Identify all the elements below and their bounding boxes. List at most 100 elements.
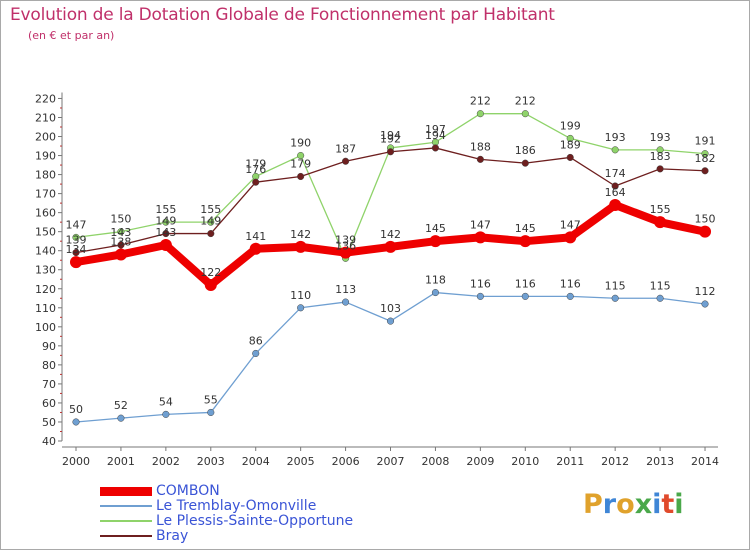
data-label-le-tremblay-omonville: 50 <box>69 403 83 416</box>
x-tick-label: 2012 <box>601 455 629 468</box>
data-label-le-plessis-sainte-opportune: 193 <box>650 131 671 144</box>
legend-label: Le Plessis-Sainte-Opportune <box>156 513 354 529</box>
data-point-bray <box>656 165 664 173</box>
x-tick-label: 2000 <box>62 455 90 468</box>
data-point-le-tremblay-omonville <box>386 317 395 325</box>
data-point-bray <box>476 155 484 163</box>
data-point-combon <box>204 278 217 291</box>
data-point-le-plessis-sainte-opportune <box>656 146 664 154</box>
x-tick-label: 2007 <box>377 455 405 468</box>
y-tick-label: 100 <box>35 321 56 334</box>
x-tick-label: 2008 <box>421 455 449 468</box>
data-point-le-plessis-sainte-opportune <box>476 110 484 118</box>
data-point-le-tremblay-omonville <box>611 294 619 302</box>
data-point-le-plessis-sainte-opportune <box>117 228 125 236</box>
data-label-combon: 147 <box>470 218 491 231</box>
data-label-combon: 147 <box>560 218 581 231</box>
data-label-bray: 139 <box>66 234 87 247</box>
data-point-le-plessis-sainte-opportune <box>611 146 619 154</box>
y-tick-label: 60 <box>42 397 56 410</box>
y-tick-label: 220 <box>35 92 56 105</box>
x-tick-label: 2005 <box>287 455 315 468</box>
x-tick-label: 2014 <box>691 455 719 468</box>
data-point-bray <box>117 241 125 249</box>
data-point-le-tremblay-omonville <box>521 292 529 300</box>
data-point-le-tremblay-omonville <box>701 300 709 308</box>
data-label-bray: 192 <box>380 133 401 146</box>
data-label-combon: 138 <box>110 236 131 249</box>
data-point-le-tremblay-omonville <box>342 298 350 306</box>
data-label-bray: 143 <box>110 226 131 239</box>
data-label-bray: 189 <box>560 138 581 151</box>
data-label-le-tremblay-omonville: 116 <box>560 277 581 290</box>
legend-label: Le Tremblay-Omonville <box>156 498 317 514</box>
data-point-combon <box>249 242 262 255</box>
data-point-bray <box>297 172 305 181</box>
y-tick-label: 150 <box>35 226 56 239</box>
data-point-le-tremblay-omonville <box>207 408 215 417</box>
data-label-le-tremblay-omonville: 113 <box>335 283 356 296</box>
data-label-le-plessis-sainte-opportune: 150 <box>110 213 131 226</box>
data-point-le-tremblay-omonville <box>297 304 305 312</box>
data-label-le-tremblay-omonville: 110 <box>290 289 311 302</box>
chart-subtitle: (en € et par an) <box>28 29 115 42</box>
data-point-le-tremblay-omonville <box>252 349 260 358</box>
data-point-le-plessis-sainte-opportune <box>72 233 80 241</box>
data-point-bray <box>207 230 215 238</box>
data-point-bray <box>162 230 170 238</box>
y-tick-label: 190 <box>35 150 56 163</box>
data-label-combon: 134 <box>66 243 87 256</box>
y-tick-label: 80 <box>42 359 56 372</box>
data-label-le-plessis-sainte-opportune: 190 <box>290 137 311 150</box>
data-point-le-plessis-sainte-opportune <box>521 110 529 118</box>
data-label-combon: 142 <box>290 228 311 241</box>
data-point-bray <box>431 144 439 152</box>
data-point-combon <box>159 238 172 251</box>
y-tick-label: 90 <box>42 340 56 353</box>
legend-swatch <box>100 487 152 496</box>
x-tick-label: 2003 <box>197 455 225 468</box>
data-label-le-plessis-sainte-opportune: 179 <box>245 157 266 170</box>
y-tick-label: 40 <box>42 435 56 448</box>
data-label-le-plessis-sainte-opportune: 212 <box>515 95 536 108</box>
y-tick-label: 180 <box>35 169 56 182</box>
data-label-le-tremblay-omonville: 115 <box>605 279 626 292</box>
data-point-combon <box>699 225 712 238</box>
y-tick-label: 170 <box>35 188 56 201</box>
data-label-le-plessis-sainte-opportune: 147 <box>66 218 87 231</box>
data-point-le-plessis-sainte-opportune <box>566 134 574 142</box>
logo-letter: o <box>616 489 635 520</box>
data-point-le-tremblay-omonville <box>117 414 125 422</box>
x-tick-label: 2002 <box>152 455 180 468</box>
y-tick-label: 210 <box>35 111 56 124</box>
x-tick-label: 2006 <box>332 455 360 468</box>
data-label-bray: 179 <box>290 157 311 170</box>
data-label-combon: 164 <box>605 186 626 199</box>
data-label-le-plessis-sainte-opportune: 136 <box>335 239 356 252</box>
data-label-bray: 176 <box>245 163 266 176</box>
data-point-combon <box>564 231 577 244</box>
data-label-combon: 139 <box>335 234 356 247</box>
y-tick-label: 200 <box>35 131 56 144</box>
data-point-bray <box>386 148 395 156</box>
data-label-le-plessis-sainte-opportune: 199 <box>560 119 581 132</box>
data-label-bray: 174 <box>605 167 626 180</box>
data-label-le-tremblay-omonville: 118 <box>425 274 446 287</box>
data-label-le-tremblay-omonville: 55 <box>204 393 218 406</box>
data-label-combon: 155 <box>650 203 671 216</box>
data-point-le-plessis-sainte-opportune <box>162 218 170 226</box>
data-label-le-tremblay-omonville: 116 <box>515 277 536 290</box>
data-point-bray <box>611 182 619 190</box>
x-tick-label: 2009 <box>466 455 494 468</box>
logo-letter: x <box>634 489 653 520</box>
data-label-le-tremblay-omonville: 86 <box>249 334 263 347</box>
data-point-bray <box>566 153 574 162</box>
y-tick-label: 70 <box>42 378 56 391</box>
data-point-bray <box>342 157 350 165</box>
chart-title: Evolution de la Dotation Globale de Fonc… <box>10 5 555 25</box>
legend-label: Bray <box>156 528 189 544</box>
data-point-combon <box>114 248 127 261</box>
data-label-combon: 141 <box>245 230 266 243</box>
data-label-le-plessis-sainte-opportune: 193 <box>605 131 626 144</box>
